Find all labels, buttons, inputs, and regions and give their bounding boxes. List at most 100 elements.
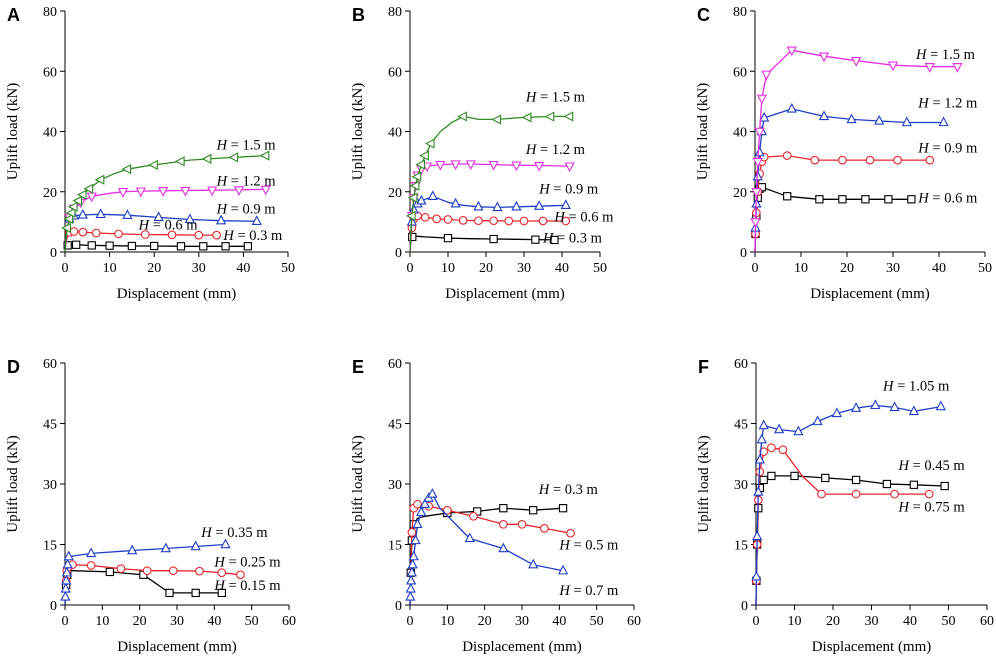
series-label: H = 0.15 m [213, 578, 281, 594]
data-point-triangle-left [83, 183, 94, 194]
data-point-square [87, 241, 96, 250]
data-point-square [882, 479, 892, 489]
x-tick-label: 40 [236, 261, 250, 276]
series-label-value: 0.7 [585, 583, 603, 599]
y-tick-label: 45 [388, 418, 402, 433]
y-tick-label: 0 [741, 599, 748, 614]
data-point-triangle-up [406, 566, 417, 577]
data-point-triangle-down [756, 94, 768, 105]
y-tick-label: 45 [734, 418, 748, 433]
data-point-circle [767, 443, 776, 453]
data-point-circle [236, 570, 245, 580]
data-point-circle [442, 505, 452, 515]
data-point-triangle-down [786, 46, 797, 57]
data-point-circle [925, 155, 935, 165]
data-point-triangle-down [180, 186, 191, 197]
data-point-circle [474, 216, 483, 226]
series-h-0-3 [63, 240, 253, 253]
series-h-1-05 [751, 399, 946, 606]
y-axis-title: Uplift load (kN) [350, 83, 366, 180]
panel-letter: C [697, 5, 710, 25]
x-tick-label: 50 [942, 614, 956, 629]
data-point-triangle-up [153, 211, 164, 222]
series-label: H = 1.2 m [917, 95, 978, 111]
series-label: H = 0.35 m [200, 525, 268, 541]
data-point-circle [759, 447, 769, 457]
data-point-triangle-up [427, 190, 438, 200]
data-point-circle [469, 511, 478, 521]
data-point-circle [517, 519, 527, 529]
y-tick-label: 0 [50, 599, 57, 614]
y-tick-label: 15 [734, 539, 748, 554]
data-point-circle [504, 216, 514, 226]
data-point-triangle-up [220, 538, 231, 549]
data-point-square [191, 588, 200, 598]
data-point-triangle-up [405, 582, 416, 593]
data-point-triangle-left [405, 210, 416, 221]
data-point-circle [540, 524, 549, 533]
series-line [755, 475, 945, 606]
series-h-0-6 [751, 183, 916, 253]
y-tick-label: 40 [733, 126, 747, 141]
series-label: H = 0.6 m [138, 217, 199, 233]
data-point-triangle-up [528, 558, 539, 569]
x-tick-label: 0 [407, 261, 414, 276]
data-point-square [243, 242, 253, 251]
y-tick-label: 60 [733, 65, 747, 80]
series-h-1-5 [405, 111, 574, 253]
data-point-square [499, 504, 508, 513]
y-axis-title: Uplift load (kN) [695, 83, 711, 180]
x-tick-label: 50 [593, 261, 607, 276]
data-point-triangle-left [67, 201, 78, 212]
data-point-triangle-up [889, 401, 900, 412]
series-line [409, 115, 570, 253]
data-point-triangle-left [424, 138, 435, 149]
data-point-square [176, 242, 186, 251]
data-point-triangle-up [557, 564, 569, 575]
panel-b: B 0 20 40 60 80 0 10 20 30 40 50 Displacement (mm) Up… [350, 5, 614, 302]
data-point-triangle-up [60, 590, 71, 601]
data-point-triangle-down [751, 188, 762, 198]
series-label-value: 0.9 [565, 181, 583, 197]
data-point-triangle-up [935, 400, 946, 411]
x-axis-title: Displacement (mm) [812, 639, 932, 655]
x-tick-label: 30 [170, 614, 184, 629]
data-point-triangle-left [259, 150, 270, 161]
x-tick-label: 30 [192, 261, 206, 276]
data-point-triangle-up [753, 486, 764, 496]
data-point-circle [489, 216, 498, 226]
y-tick-label: 30 [388, 478, 402, 493]
data-point-circle [838, 155, 847, 165]
data-point-triangle-down [450, 160, 461, 171]
x-tick-label: 20 [826, 614, 840, 629]
data-point-triangle-up [427, 488, 438, 498]
data-point-triangle-up [908, 405, 919, 416]
y-tick-label: 30 [734, 478, 748, 493]
series-label-value: 0.3 [565, 482, 583, 498]
data-point-square [861, 195, 870, 204]
data-point-triangle-up [773, 423, 785, 434]
x-axis-title: Displacement (mm) [117, 286, 237, 302]
panel-letter: E [352, 357, 364, 377]
series-label-value: 0.6 [944, 190, 962, 206]
data-point-circle [458, 216, 468, 225]
data-point-circle [432, 214, 441, 224]
series-h-0-45 [752, 471, 949, 606]
data-point-triangle-up [405, 590, 416, 601]
x-tick-label: 60 [980, 614, 994, 629]
series-label: H = 0.5 m [558, 537, 619, 553]
data-point-triangle-left [411, 171, 422, 182]
data-point-triangle-up [406, 574, 417, 585]
data-point-triangle-left [415, 159, 426, 170]
x-tick-label: 10 [441, 261, 455, 276]
data-point-triangle-left [148, 159, 158, 171]
data-point-triangle-down [488, 160, 499, 171]
data-point-circle [778, 445, 788, 455]
series-h-0-5 [407, 499, 575, 606]
data-point-square [199, 242, 208, 251]
data-point-circle [893, 155, 902, 165]
data-point-square [127, 241, 137, 251]
data-point-square [165, 588, 174, 598]
series-label-value: 1.5 [243, 138, 261, 154]
data-point-circle [78, 227, 88, 237]
